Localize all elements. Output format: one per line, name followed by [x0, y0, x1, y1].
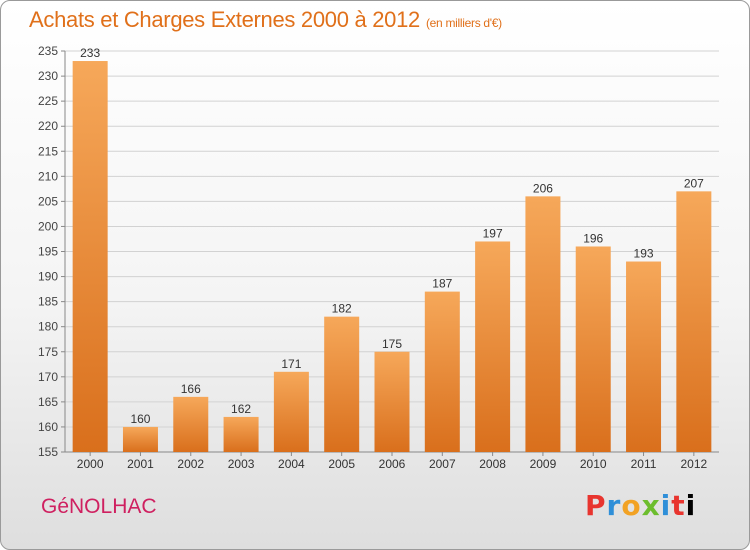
bar-2005 — [324, 316, 360, 452]
logo-letter: P — [585, 489, 607, 522]
y-tick-label: 235 — [38, 44, 58, 58]
x-tick-label-2010: 2010 — [580, 457, 607, 471]
logo-letter: o — [621, 489, 642, 522]
logo-letter: i — [685, 489, 697, 522]
y-tick-label: 185 — [38, 295, 58, 309]
y-tick-label: 180 — [38, 320, 58, 334]
y-tick-label: 225 — [38, 94, 58, 108]
bar-2001 — [122, 426, 158, 452]
y-tick-label: 195 — [38, 245, 58, 259]
x-tick-label-2005: 2005 — [328, 457, 355, 471]
x-tick-label-2012: 2012 — [680, 457, 707, 471]
bar-2003 — [223, 416, 259, 452]
data-label-2012: 207 — [684, 176, 704, 190]
chart-title: Achats et Charges Externes 2000 à 2012 (e… — [29, 7, 502, 33]
bar-2004 — [273, 371, 309, 452]
x-tick-label-2002: 2002 — [177, 457, 204, 471]
logo-letter: t — [671, 489, 686, 522]
bar-2008 — [475, 241, 511, 452]
x-tick-label-2007: 2007 — [429, 457, 456, 471]
y-tick-label: 190 — [38, 270, 58, 284]
logo-letter: i — [660, 489, 672, 522]
bar-2010 — [575, 246, 611, 452]
data-label-2002: 166 — [181, 382, 201, 396]
chart-subtitle: (en milliers d'€) — [425, 16, 502, 30]
commune-name: GéNOLHAC — [41, 495, 157, 518]
x-tick-label-2004: 2004 — [278, 457, 305, 471]
bar-2011 — [626, 261, 662, 452]
y-tick-label: 200 — [38, 219, 58, 233]
chart-title-text: Achats et Charges Externes 2000 à 2012 — [29, 7, 420, 32]
data-label-2006: 175 — [382, 337, 402, 351]
y-tick-label: 165 — [38, 395, 58, 409]
data-label-2011: 193 — [634, 247, 654, 261]
data-labels: 233 160 166 162 171 182 175 187 197 206 196 193 207 — [80, 46, 704, 426]
x-tick-label-2000: 2000 — [77, 457, 104, 471]
logo-letter: r — [606, 489, 622, 522]
y-tick-label: 155 — [38, 445, 58, 459]
bar-2002 — [173, 396, 209, 452]
x-tick-label-2001: 2001 — [127, 457, 154, 471]
bar-2012 — [676, 191, 712, 452]
data-label-2001: 160 — [130, 412, 150, 426]
y-tick-labels: 155 160 165 170 175 180 185 190 195 200 205 210 215 2… — [38, 44, 58, 459]
bar-2000 — [72, 61, 108, 453]
data-label-2007: 187 — [432, 277, 452, 291]
x-tick-label-2008: 2008 — [479, 457, 506, 471]
x-tick-label-2011: 2011 — [631, 457, 657, 471]
bar-2006 — [374, 351, 410, 452]
data-label-2004: 171 — [281, 357, 301, 371]
data-label-2008: 197 — [483, 226, 503, 240]
data-label-2000: 233 — [80, 46, 100, 60]
bar-2007 — [424, 291, 460, 452]
logo-letter: x — [641, 489, 661, 522]
y-tick-label: 230 — [38, 69, 58, 83]
y-tick-label: 160 — [38, 420, 58, 434]
bars — [72, 61, 712, 453]
x-tick-label-2006: 2006 — [379, 457, 406, 471]
x-tick-label-2009: 2009 — [530, 457, 557, 471]
y-tick-label: 175 — [38, 345, 58, 359]
x-tick-labels: 2000 2001 2002 2003 2004 2005 2006 2007 2008 2009… — [77, 457, 708, 471]
proxiti-logo: Proxiti — [585, 489, 696, 522]
data-label-2009: 206 — [533, 181, 553, 195]
y-tick-label: 220 — [38, 119, 58, 133]
y-tick-label: 210 — [38, 169, 58, 183]
data-label-2010: 196 — [583, 231, 603, 245]
bar-2009 — [525, 196, 561, 452]
x-tick-label-2003: 2003 — [228, 457, 255, 471]
y-tick-label: 215 — [38, 144, 58, 158]
data-label-2005: 182 — [332, 302, 352, 316]
y-tick-label: 170 — [38, 370, 58, 384]
data-label-2003: 162 — [231, 402, 251, 416]
y-tick-label: 205 — [38, 194, 58, 208]
